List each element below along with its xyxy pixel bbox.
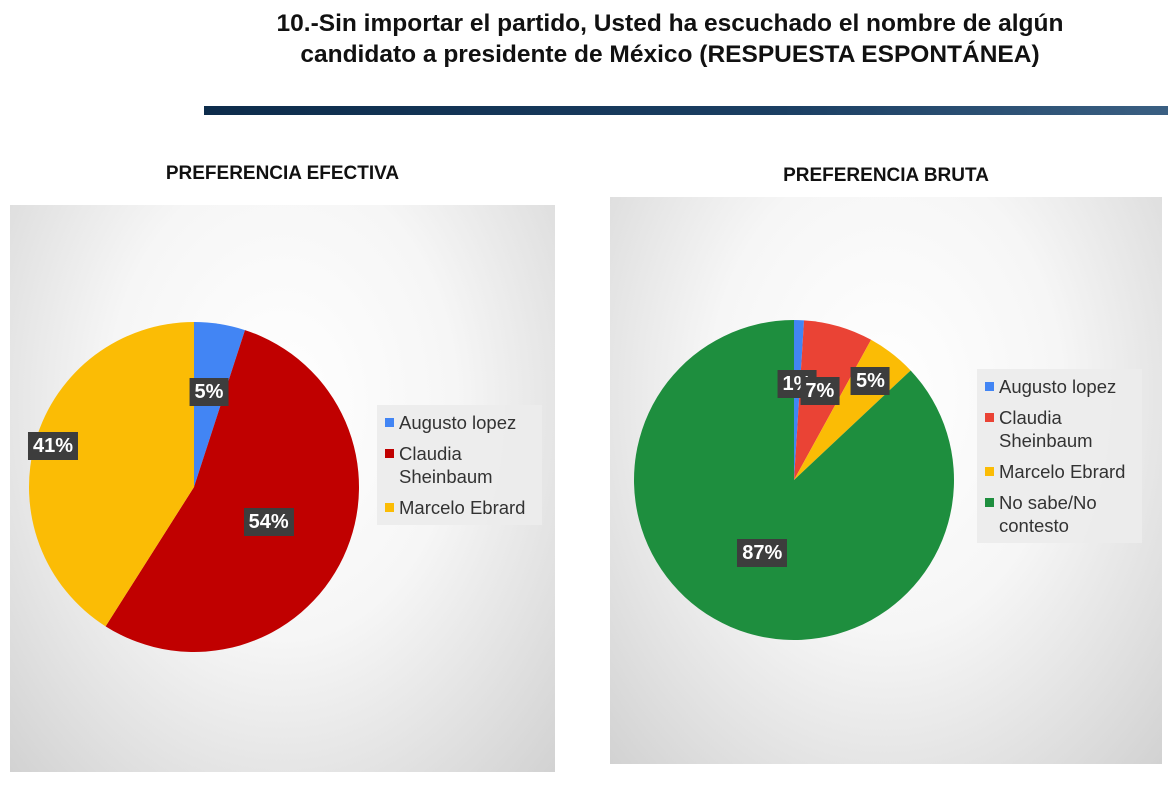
header-rule xyxy=(204,106,1168,115)
data-label-claudia-sheinbaum: 54% xyxy=(243,508,294,537)
legend-label: Augusto lopez xyxy=(999,376,1117,397)
legend-swatch xyxy=(385,449,394,458)
legend-swatch xyxy=(985,467,994,476)
legend-bruta: Augusto lopez Claudia Sheinbaum Marcelo Ebr… xyxy=(977,369,1142,543)
legend-item-marcelo-ebrard: Marcelo Ebrard xyxy=(985,460,1134,483)
legend-label: No sabe/No xyxy=(999,492,1097,513)
legend-item-no-sabe-no-contesto: No sabe/No contesto xyxy=(985,491,1134,537)
pie-slice-claudia-sheinbaum xyxy=(105,330,359,652)
pie-slice-augusto-lopez xyxy=(794,320,805,480)
data-label-marcelo-ebrard: 5% xyxy=(851,367,890,396)
legend-efectiva: Augusto lopez Claudia Sheinbaum Marcelo Ebr… xyxy=(377,405,542,525)
pie-slice-no-sabe-no-contesto xyxy=(634,320,954,640)
chart-title-bruta: PREFERENCIA BRUTA xyxy=(783,165,989,186)
legend-label: contesto xyxy=(999,515,1069,536)
data-label-no-sabe-no-contesto: 87% xyxy=(737,539,788,568)
data-label-claudia-sheinbaum: 7% xyxy=(800,376,840,405)
legend-item-claudia-sheinbaum: Claudia Sheinbaum xyxy=(385,442,534,488)
legend-swatch xyxy=(385,503,394,512)
legend-swatch xyxy=(385,418,394,427)
legend-label: Marcelo Ebrard xyxy=(999,461,1126,482)
legend-item-claudia-sheinbaum: Claudia Sheinbaum xyxy=(985,406,1134,452)
legend-label: Sheinbaum xyxy=(999,430,1093,451)
pie-slice-marcelo-ebrard xyxy=(28,322,194,627)
chart-panel-bruta: Augusto lopez Claudia Sheinbaum Marcelo Ebr… xyxy=(610,197,1162,764)
legend-label: Claudia xyxy=(999,407,1062,428)
legend-label: Marcelo Ebrard xyxy=(399,497,526,518)
legend-item-augusto-lopez: Augusto lopez xyxy=(385,411,534,434)
legend-item-marcelo-ebrard: Marcelo Ebrard xyxy=(385,496,534,519)
legend-item-augusto-lopez: Augusto lopez xyxy=(985,375,1134,398)
chart-title-efectiva: PREFERENCIA EFECTIVA xyxy=(165,163,400,184)
legend-label: Claudia xyxy=(399,443,462,464)
data-label-augusto-lopez: 5% xyxy=(189,378,229,407)
legend-swatch xyxy=(985,382,994,391)
page-title-line-1: 10.-Sin importar el partido, Usted ha es… xyxy=(276,10,1064,37)
page-title: 10.-Sin importar el partido, Usted ha es… xyxy=(200,8,1140,70)
chart-panel-efectiva: Augusto lopez Claudia Sheinbaum Marcelo Ebr… xyxy=(10,205,555,772)
legend-swatch xyxy=(985,498,994,507)
legend-label: Sheinbaum xyxy=(399,466,493,487)
legend-label: Augusto lopez xyxy=(399,412,517,433)
page-title-line-2: candidato a presidente de México (RESPUE… xyxy=(300,41,1040,68)
legend-swatch xyxy=(985,413,994,422)
data-label-marcelo-ebrard: 41% xyxy=(27,432,78,461)
pie-chart-efectiva xyxy=(28,322,359,652)
